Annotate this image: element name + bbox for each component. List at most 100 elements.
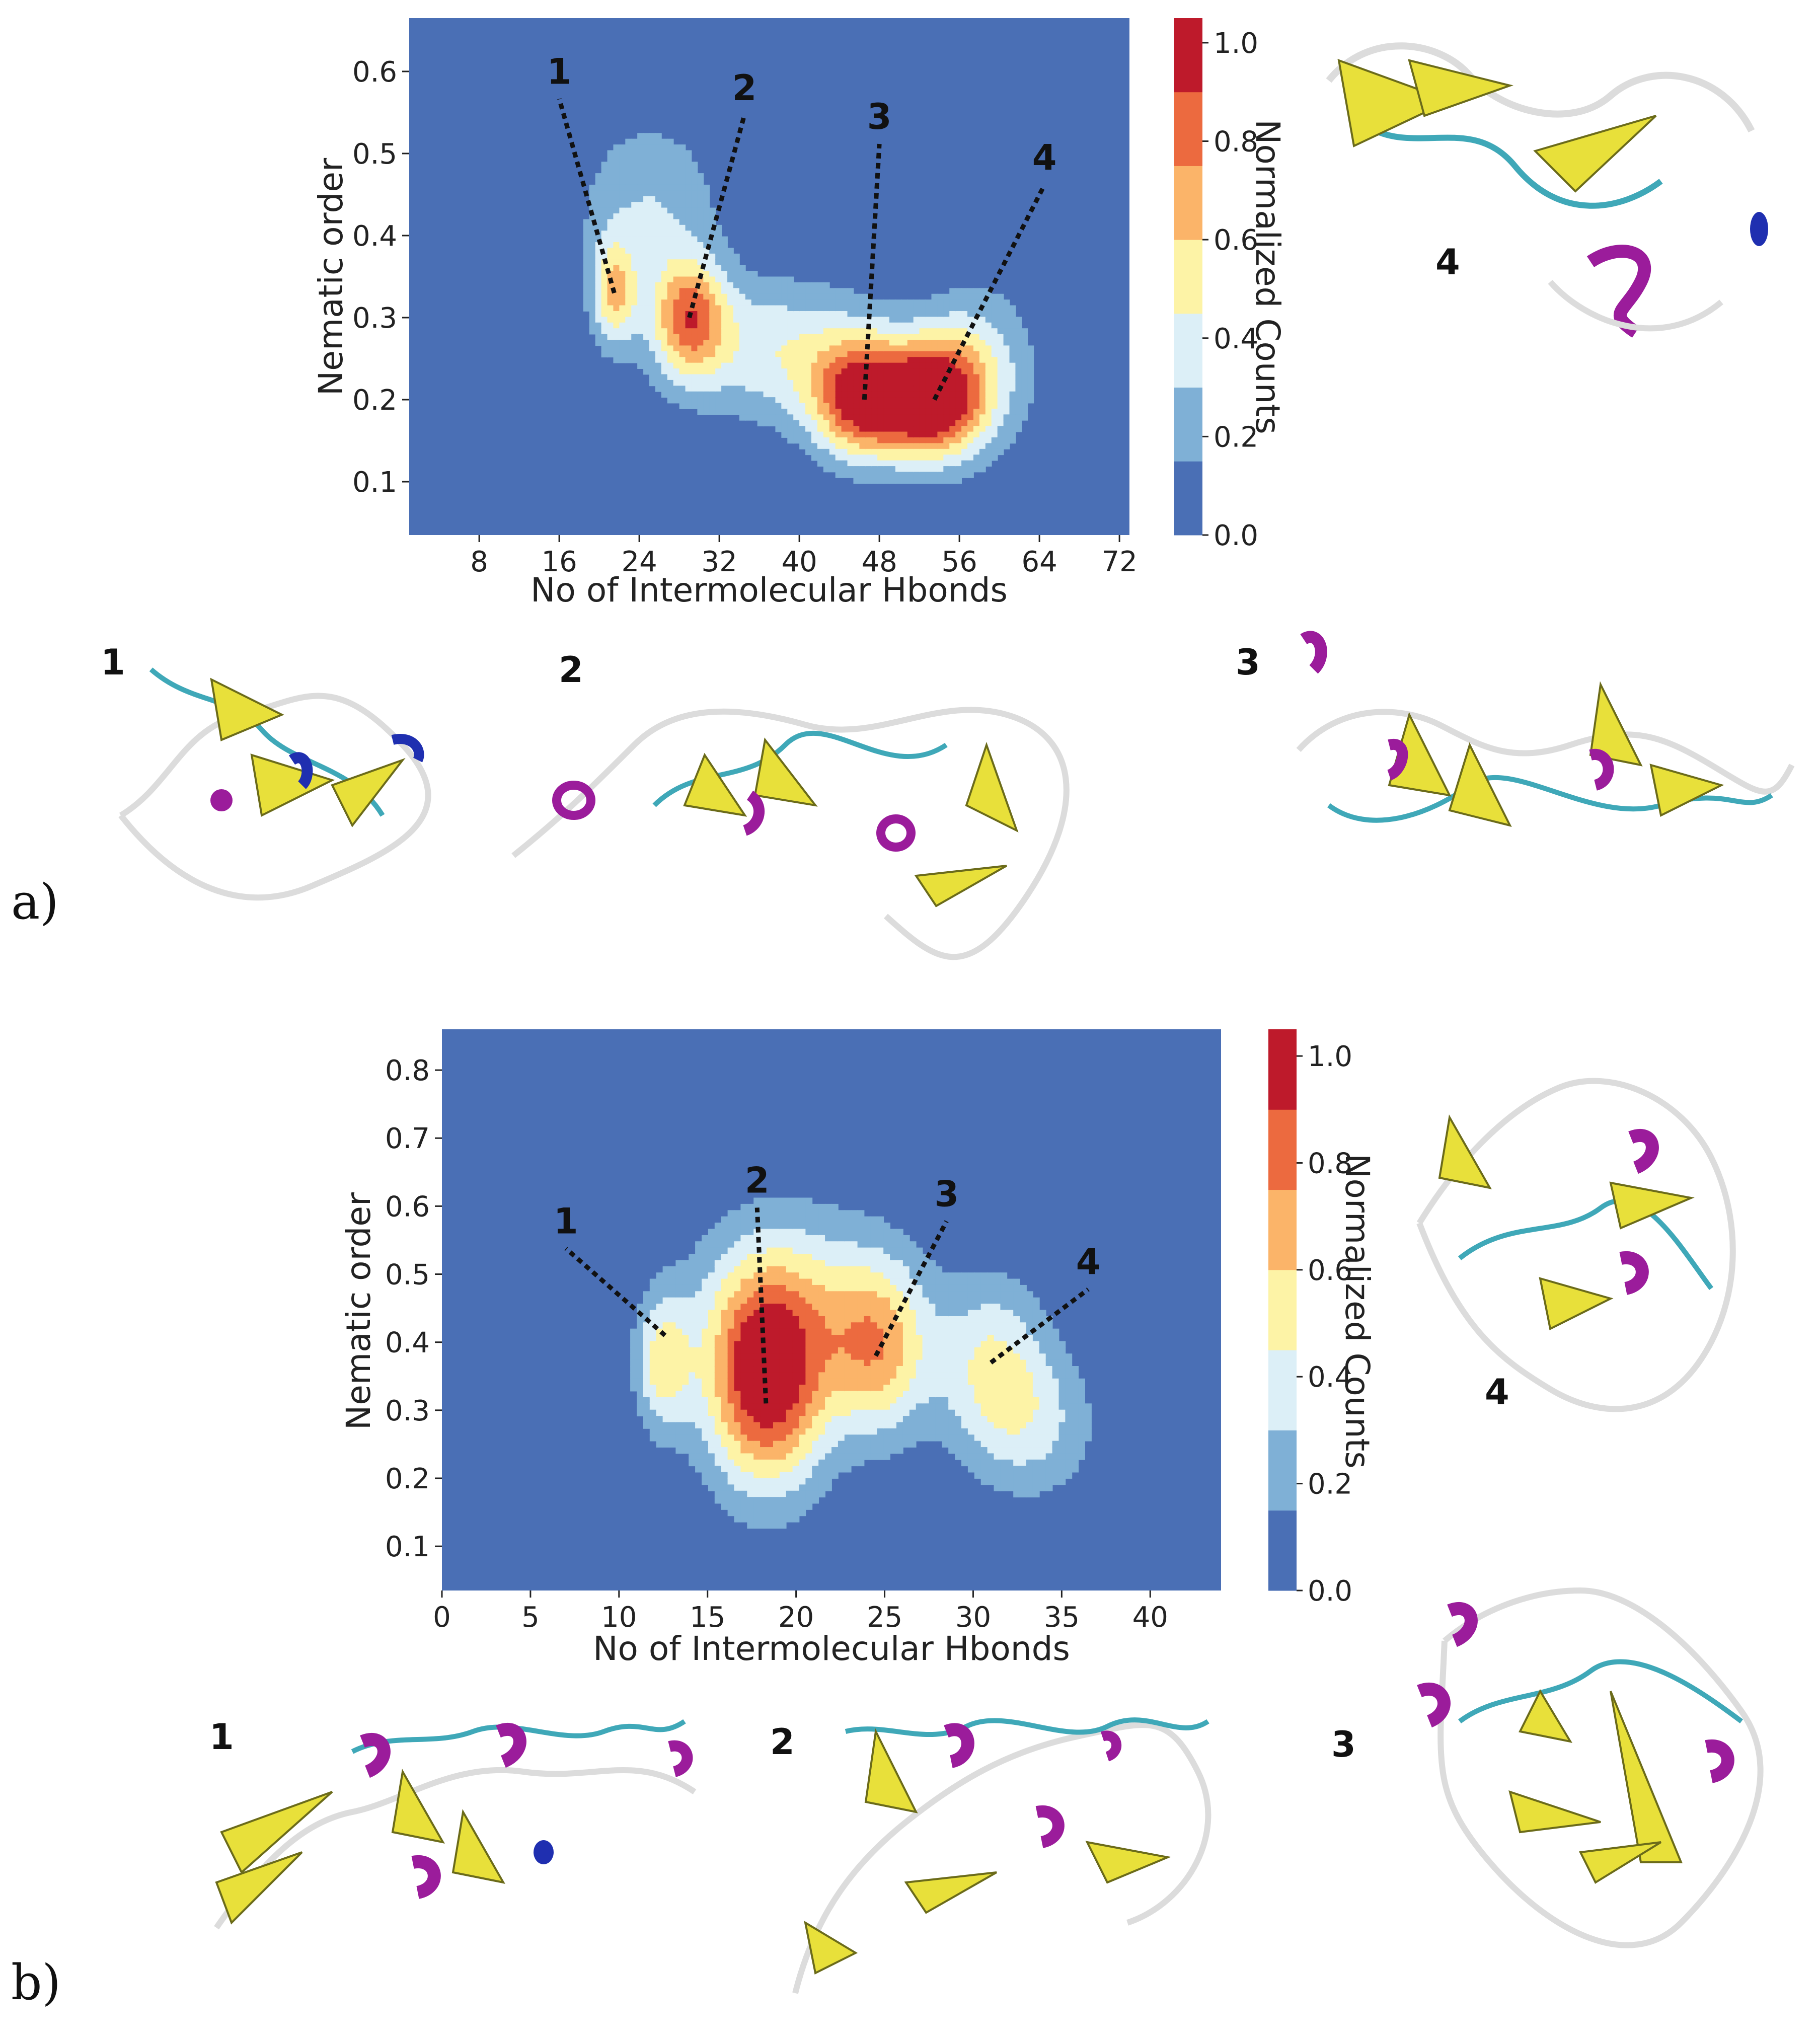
contour-cell xyxy=(877,1447,884,1454)
contour-cell xyxy=(829,443,836,449)
contour-cell xyxy=(643,179,650,185)
contour-cell xyxy=(817,374,824,381)
contour-cell xyxy=(757,305,764,312)
contour-cell xyxy=(980,1403,988,1410)
contour-cell xyxy=(979,431,986,438)
contour-cell xyxy=(630,1385,637,1392)
contour-cell xyxy=(679,391,686,398)
contour-cell xyxy=(916,1416,923,1423)
contour-cell xyxy=(787,374,794,381)
contour-cell xyxy=(907,351,914,358)
contour-cell xyxy=(925,380,932,387)
contour-cell xyxy=(980,1447,988,1454)
contour-cell xyxy=(786,1235,793,1242)
contour-cell xyxy=(919,311,926,318)
contour-cell xyxy=(673,162,680,168)
contour-cell xyxy=(889,477,896,484)
contour-cell xyxy=(844,1366,852,1373)
contour-cell xyxy=(691,311,698,318)
contour-cell xyxy=(943,340,950,346)
contour-cell xyxy=(877,322,884,329)
contour-cell xyxy=(857,1247,865,1254)
contour-cell xyxy=(656,1403,663,1410)
contour-cell xyxy=(931,414,938,421)
contour-cell xyxy=(689,1385,696,1392)
contour-cell xyxy=(870,1322,878,1329)
contour-cell xyxy=(916,1297,923,1305)
contour-cell xyxy=(613,236,620,243)
contour-cell xyxy=(1020,1453,1027,1460)
contour-cell xyxy=(781,362,788,369)
contour-cell xyxy=(691,362,698,369)
contour-cell xyxy=(994,1278,1001,1285)
contour-cell xyxy=(818,1284,825,1292)
contour-cell xyxy=(931,368,938,375)
contour-cell xyxy=(853,460,860,467)
contour-cell xyxy=(734,1428,741,1435)
contour-cell xyxy=(763,408,770,415)
contour-cell xyxy=(805,345,812,352)
contour-cell xyxy=(1052,1453,1059,1460)
contour-cell xyxy=(1026,1447,1033,1454)
contour-cell xyxy=(841,460,848,467)
contour-cell xyxy=(835,386,842,392)
contour-cell xyxy=(818,1347,825,1354)
contour-cell xyxy=(913,414,920,421)
contour-cell xyxy=(919,460,926,467)
contour-cell xyxy=(847,299,854,306)
contour-cell xyxy=(829,414,836,421)
contour-cell xyxy=(838,1223,845,1230)
contour-cell xyxy=(1013,1378,1020,1386)
contour-cell xyxy=(779,1223,787,1230)
contour-cell xyxy=(709,351,716,358)
contour-cell xyxy=(901,362,908,369)
contour-cell xyxy=(889,443,896,449)
contour-cell xyxy=(859,403,866,409)
contour-cell xyxy=(805,420,812,427)
contour-cell xyxy=(721,334,728,340)
contour-cell xyxy=(1015,334,1022,340)
contour-cell xyxy=(935,1353,943,1360)
contour-cell xyxy=(753,1478,761,1485)
contour-cell xyxy=(745,334,752,340)
contour-cell xyxy=(763,311,770,318)
contour-cell xyxy=(901,351,908,358)
contour-cell xyxy=(662,1422,670,1429)
contour-cell xyxy=(919,455,926,461)
contour-cell xyxy=(733,317,740,323)
contour-cell xyxy=(853,431,860,438)
contour-cell xyxy=(613,184,620,191)
contour-cell xyxy=(667,305,674,312)
contour-cell xyxy=(631,293,638,300)
contour-cell xyxy=(916,1328,923,1335)
contour-cell xyxy=(695,1378,702,1386)
contour-cell xyxy=(805,317,812,323)
contour-cell xyxy=(667,253,674,260)
contour-cell xyxy=(877,1291,884,1298)
contour-cell xyxy=(793,431,800,438)
contour-cell xyxy=(985,397,992,404)
contour-cell xyxy=(961,288,968,294)
contour-cell xyxy=(773,1353,780,1360)
contour-cell xyxy=(643,162,650,168)
contour-cell xyxy=(973,437,980,444)
contour-cell xyxy=(643,242,650,249)
contour-cell xyxy=(702,1416,709,1423)
contour-cell xyxy=(734,1341,741,1348)
contour-cell xyxy=(695,1447,702,1454)
contour-cell xyxy=(679,259,686,266)
contour-cell xyxy=(987,1385,995,1392)
contour-cell xyxy=(769,362,776,369)
contour-cell xyxy=(1007,1341,1014,1348)
contour-cell xyxy=(853,443,860,449)
contour-cell xyxy=(851,1428,858,1435)
contour-cell xyxy=(817,288,824,294)
contour-cell xyxy=(925,299,932,306)
contour-cell xyxy=(739,357,746,363)
contour-cell xyxy=(734,1241,741,1248)
contour-cell xyxy=(679,236,686,243)
contour-cell xyxy=(649,184,656,191)
contour-cell xyxy=(919,334,926,340)
contour-cell xyxy=(853,420,860,427)
contour-cell xyxy=(787,293,794,300)
